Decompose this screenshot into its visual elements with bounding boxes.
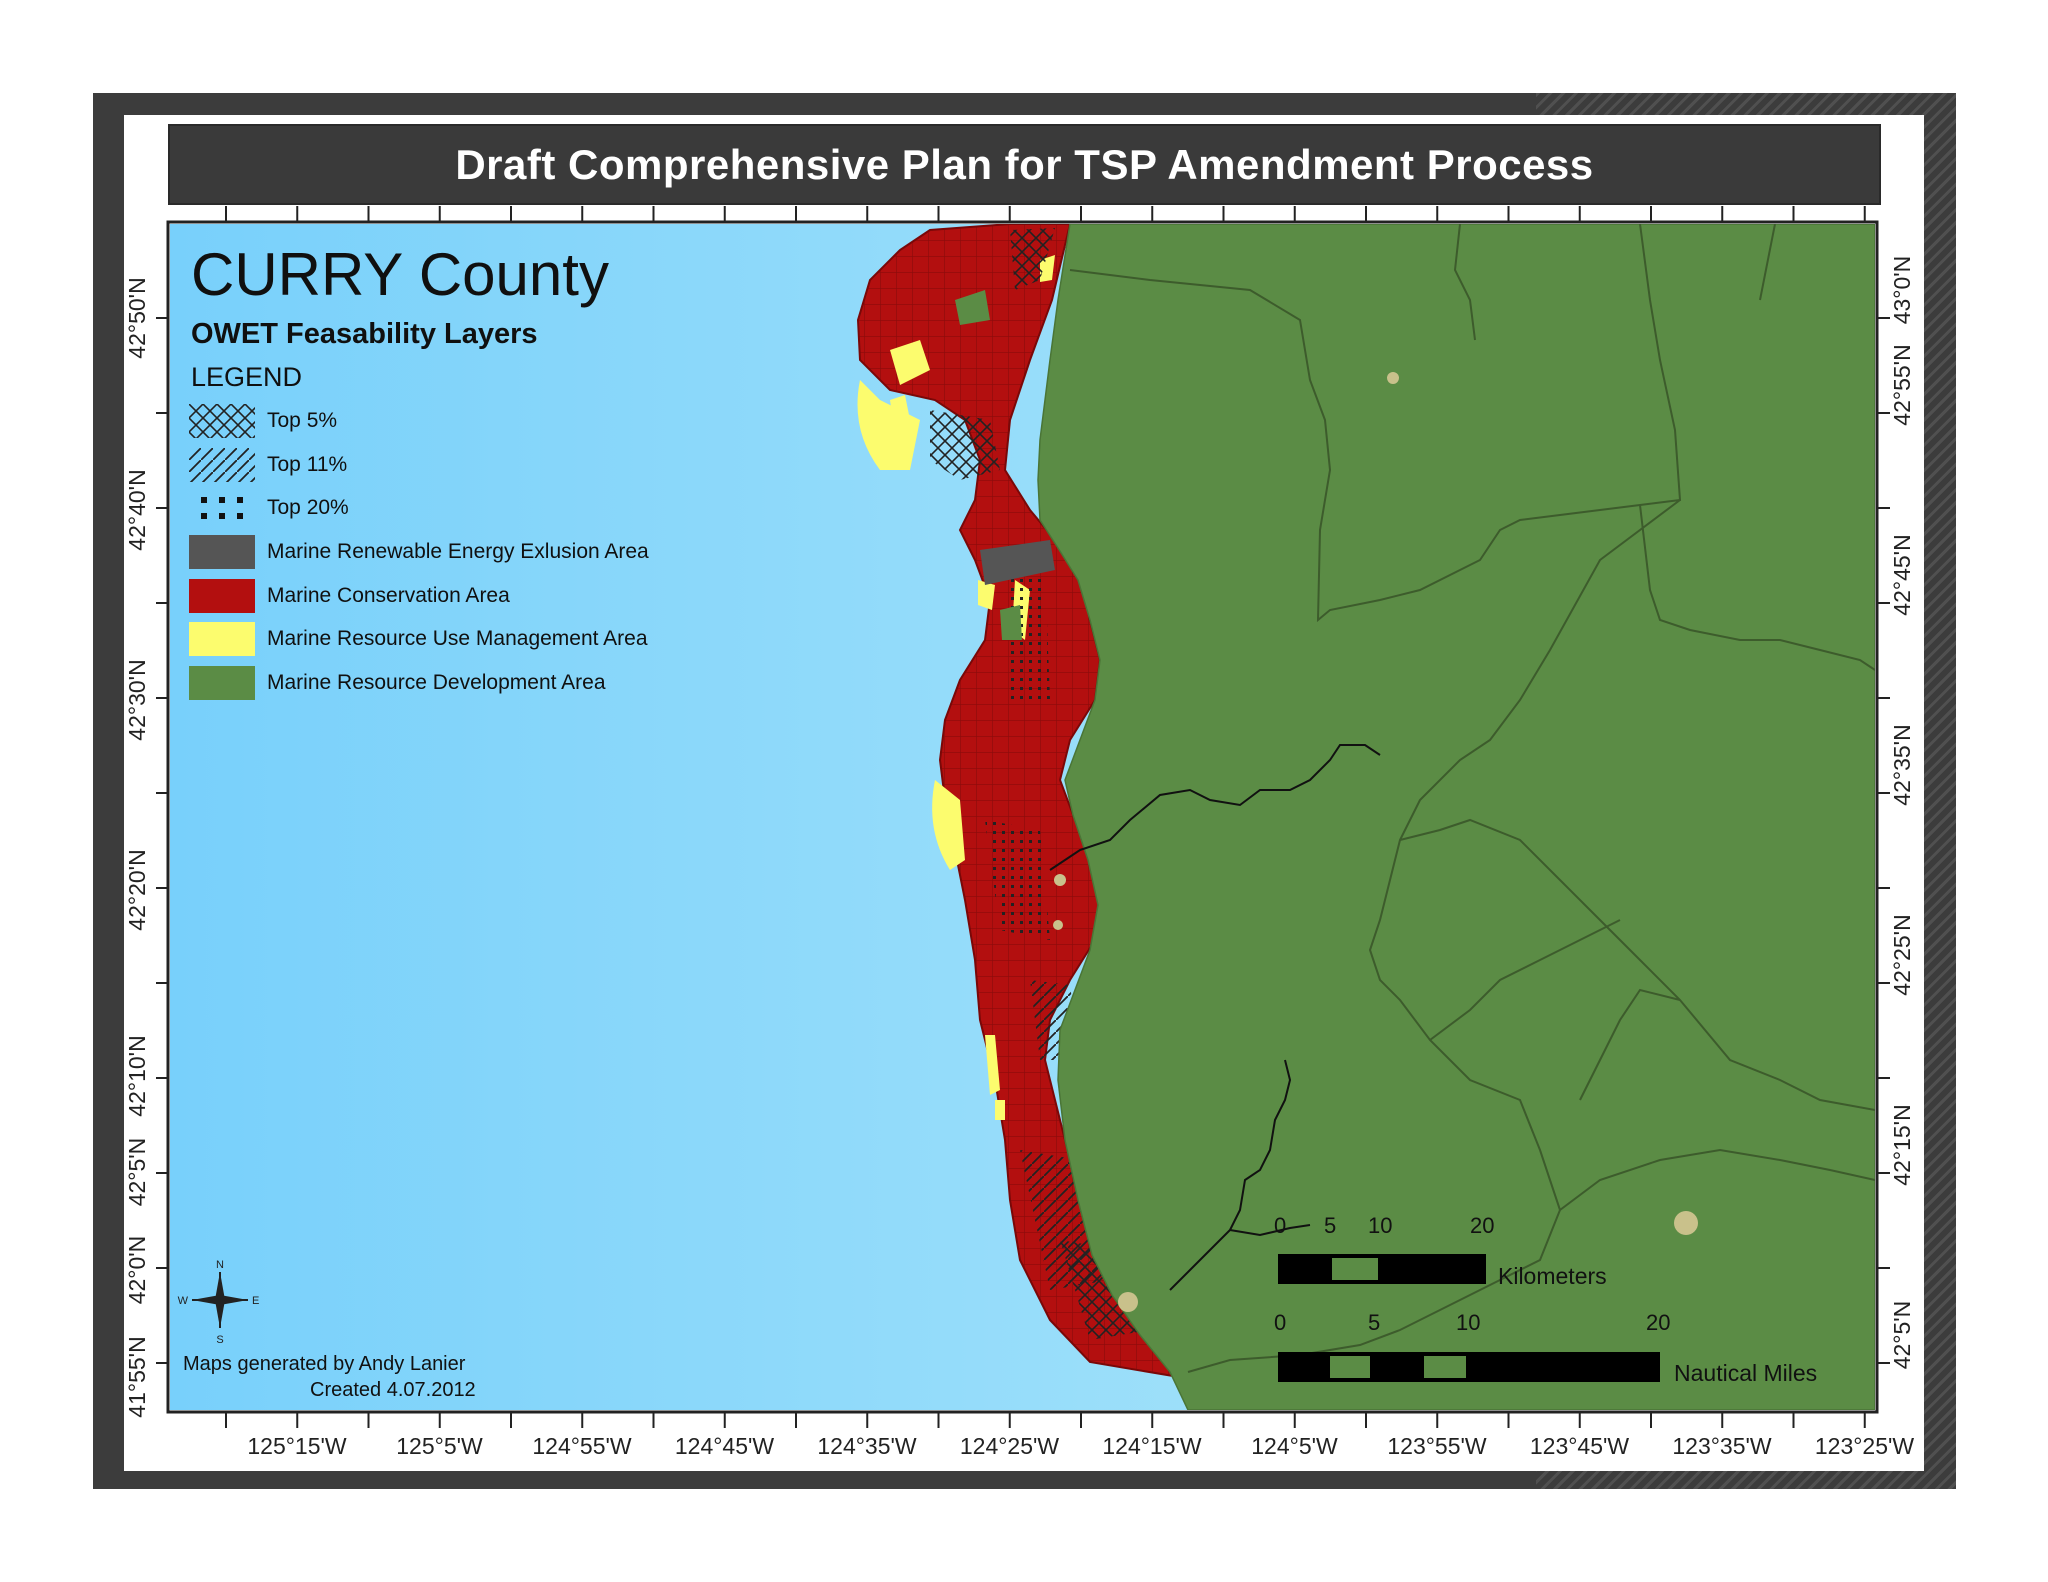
legend-label: Top 11% bbox=[267, 453, 348, 476]
longitude-labels: 125°15'W 125°5'W 124°55'W 124°45'W 124°35'W 1… bbox=[247, 1433, 1914, 1459]
conservation-swatch bbox=[189, 579, 255, 613]
latitude-labels-right: 42°5'N 42°15'N 42°25'N 42°35'N 42°45'N 42°55'… bbox=[1889, 256, 1915, 1370]
longitude-label: 124°35'W bbox=[817, 1433, 917, 1459]
latitude-label-left: 42°5'N bbox=[124, 1138, 150, 1207]
longitude-label: 124°55'W bbox=[532, 1433, 632, 1459]
legend-item-top11: Top 11% bbox=[189, 448, 347, 482]
km-tick-5: 5 bbox=[1324, 1213, 1337, 1238]
legend-label: Top 5% bbox=[267, 409, 338, 432]
credit-author: Maps generated by Andy Lanier bbox=[183, 1353, 466, 1375]
latitude-label-left: 42°30'N bbox=[124, 659, 150, 740]
north-arrow-w: W bbox=[178, 1295, 189, 1307]
north-arrow-s: S bbox=[216, 1334, 223, 1346]
exclusion-area bbox=[980, 540, 1055, 585]
legend-item-top5: Top 5% bbox=[189, 404, 337, 438]
use-management-patches bbox=[857, 255, 1055, 1120]
nm-tick-5: 5 bbox=[1368, 1310, 1381, 1335]
legend-item-conservation: Marine Conservation Area bbox=[189, 579, 510, 613]
longitude-label: 123°35'W bbox=[1672, 1433, 1772, 1459]
legend-label: Top 20% bbox=[267, 496, 349, 519]
diagonal-hatch-swatch bbox=[189, 448, 255, 482]
longitude-label: 123°25'W bbox=[1815, 1433, 1915, 1459]
longitude-label: 124°45'W bbox=[675, 1433, 775, 1459]
legend-label: Marine Conservation Area bbox=[267, 584, 510, 607]
km-unit: Kilometers bbox=[1498, 1263, 1607, 1289]
legend-item-use-management: Marine Resource Use Management Area bbox=[189, 622, 648, 656]
boundary-lines bbox=[1069, 224, 1875, 1373]
latitude-label-left: 42°20'N bbox=[124, 849, 150, 930]
credit-date: Created 4.07.2012 bbox=[310, 1379, 476, 1401]
longitude-label: 125°5'W bbox=[396, 1433, 483, 1459]
nm-tick-10: 10 bbox=[1456, 1310, 1481, 1335]
longitude-label: 124°25'W bbox=[960, 1433, 1060, 1459]
north-arrow-e: E bbox=[252, 1295, 259, 1307]
legend-label: Marine Resource Development Area bbox=[267, 671, 606, 694]
longitude-label: 123°45'W bbox=[1530, 1433, 1630, 1459]
layers-title: OWET Feasability Layers bbox=[191, 318, 538, 350]
frame-ticks bbox=[156, 206, 1890, 1428]
latitude-label-left: 42°50'N bbox=[124, 277, 150, 358]
longitude-label: 124°5'W bbox=[1251, 1433, 1338, 1459]
longitude-label: 125°15'W bbox=[247, 1433, 347, 1459]
nm-tick-20: 20 bbox=[1646, 1310, 1671, 1335]
development-swatch bbox=[189, 666, 255, 700]
legend-label: Marine Resource Use Management Area bbox=[267, 627, 648, 650]
nm-tick-0: 0 bbox=[1274, 1310, 1287, 1335]
km-tick-0: 0 bbox=[1274, 1213, 1287, 1238]
scale-bar-kilometers bbox=[1278, 1254, 1486, 1284]
scale-bar-nautical-miles bbox=[1278, 1352, 1660, 1382]
map-title: Draft Comprehensive Plan for TSP Amendme… bbox=[455, 140, 1594, 188]
latitude-label-right: 42°45'N bbox=[1889, 534, 1915, 615]
north-arrow: N S E W bbox=[178, 1259, 260, 1346]
km-tick-20: 20 bbox=[1470, 1213, 1495, 1238]
dots-swatch bbox=[201, 497, 243, 519]
legend-item-top20: Top 20% bbox=[189, 491, 349, 525]
latitude-label-left: 42°0'N bbox=[124, 1236, 150, 1305]
tan-spots bbox=[1053, 372, 1698, 1312]
legend-label: Marine Renewable Energy Exlusion Area bbox=[267, 540, 649, 563]
map-body bbox=[170, 224, 1875, 1410]
county-title: CURRY County bbox=[191, 241, 609, 308]
latitude-label-right: 42°5'N bbox=[1889, 1301, 1915, 1370]
latitude-label-right: 42°35'N bbox=[1889, 724, 1915, 805]
crosshatch-swatch bbox=[189, 404, 255, 438]
longitude-label: 123°55'W bbox=[1387, 1433, 1487, 1459]
north-arrow-n: N bbox=[216, 1259, 224, 1271]
km-tick-10: 10 bbox=[1368, 1213, 1393, 1238]
latitude-label-right: 43°0'N bbox=[1889, 256, 1915, 325]
nm-unit: Nautical Miles bbox=[1674, 1360, 1818, 1386]
land bbox=[1037, 224, 1875, 1410]
latitude-label-left: 41°55'N bbox=[124, 1336, 150, 1417]
latitude-labels-left: 41°55'N 42°0'N 42°5'N 42°10'N 42°20'N 42°30'N… bbox=[124, 277, 150, 1417]
development-patches bbox=[955, 290, 1022, 640]
latitude-label-right: 42°25'N bbox=[1889, 914, 1915, 995]
use-management-swatch bbox=[189, 622, 255, 656]
title-bar: Draft Comprehensive Plan for TSP Amendme… bbox=[168, 124, 1881, 205]
legend-item-exclusion: Marine Renewable Energy Exlusion Area bbox=[189, 535, 649, 569]
legend-title: LEGEND bbox=[191, 362, 303, 392]
longitude-label: 124°15'W bbox=[1102, 1433, 1202, 1459]
rivers bbox=[1049, 744, 1381, 1291]
latitude-label-right: 42°15'N bbox=[1889, 1104, 1915, 1185]
latitude-label-right: 42°55'N bbox=[1889, 344, 1915, 425]
exclusion-swatch bbox=[189, 535, 255, 569]
legend-item-development: Marine Resource Development Area bbox=[189, 666, 606, 700]
latitude-label-left: 42°40'N bbox=[124, 469, 150, 550]
latitude-label-left: 42°10'N bbox=[124, 1035, 150, 1116]
